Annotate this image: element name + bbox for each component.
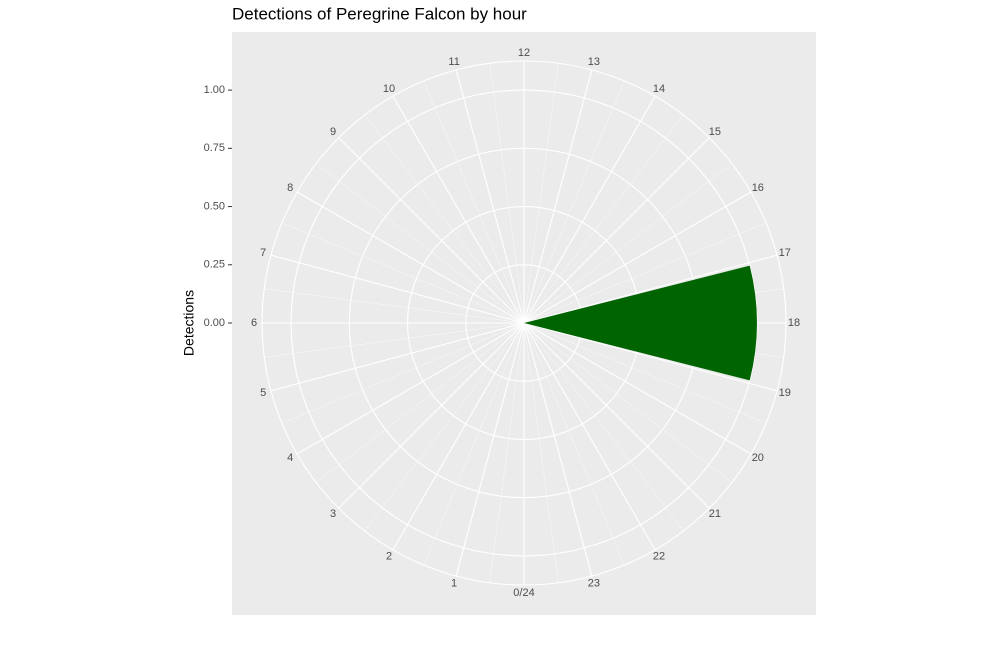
grid-spoke	[296, 191, 525, 324]
x-tick-label: 5	[260, 387, 266, 399]
minor-grid-spoke	[423, 80, 525, 324]
grid-spoke	[392, 95, 525, 324]
grid-spoke	[523, 95, 656, 324]
grid-spoke	[455, 322, 525, 577]
x-tick-label: 17	[779, 247, 791, 259]
grid-spoke	[523, 69, 593, 324]
x-tick-label: 10	[383, 83, 395, 95]
y-tick-label: 0.00	[204, 317, 225, 329]
minor-grid-spoke	[523, 322, 684, 532]
x-tick-label: 19	[779, 387, 791, 399]
minor-grid-spoke	[523, 322, 733, 483]
x-tick-label: 16	[752, 182, 764, 194]
x-tick-label: 20	[752, 452, 764, 464]
x-tick-label: 1	[451, 578, 457, 590]
minor-grid-spoke	[523, 322, 625, 566]
x-tick-label: 22	[653, 551, 665, 563]
minor-grid-spoke	[315, 163, 525, 324]
x-tick-label: 7	[260, 247, 266, 259]
minor-grid-spoke	[523, 322, 559, 583]
minor-grid-spoke	[281, 222, 525, 324]
grid-spoke	[270, 322, 525, 392]
minor-grid-spoke	[281, 322, 525, 424]
grid-spoke	[270, 254, 525, 324]
x-tick-label: 18	[788, 317, 800, 329]
y-tick-label: 0.75	[204, 142, 225, 154]
x-tick-label: 11	[448, 56, 459, 68]
x-tick-label: 6	[251, 317, 257, 329]
x-tick-label: 15	[709, 126, 721, 138]
bar	[524, 265, 757, 381]
x-tick-label: 14	[653, 83, 665, 95]
grid-spoke	[338, 137, 525, 324]
minor-grid-spoke	[364, 322, 525, 532]
grid-spoke	[523, 191, 752, 324]
minor-grid-spoke	[264, 322, 525, 358]
grid-spoke	[523, 322, 778, 392]
y-tick-label: 0.50	[204, 200, 225, 212]
x-tick-label: 21	[709, 508, 721, 520]
grid-spoke	[455, 69, 525, 324]
grid-spoke	[296, 322, 525, 455]
minor-grid-spoke	[523, 63, 559, 324]
grid-spoke	[338, 322, 525, 509]
minor-grid-spoke	[523, 114, 684, 324]
x-tick-label: 8	[287, 182, 293, 194]
grid-spoke	[523, 322, 593, 577]
grid-spoke	[392, 322, 525, 551]
grid-spoke	[523, 254, 778, 324]
grid-spoke	[523, 322, 752, 455]
minor-grid-spoke	[523, 322, 767, 424]
minor-grid-spoke	[523, 222, 767, 324]
minor-grid-spoke	[264, 288, 525, 324]
x-tick-label: 9	[330, 126, 336, 138]
y-tick-label: 1.00	[204, 84, 225, 96]
x-tick-label: 12	[518, 47, 530, 59]
x-tick-label: 2	[386, 551, 392, 563]
grid-spoke	[523, 137, 710, 324]
x-tick-label: 13	[588, 56, 600, 68]
y-axis-label: Detections	[181, 290, 197, 356]
grid-spoke	[523, 322, 656, 551]
chart-title: Detections of Peregrine Falcon by hour	[232, 4, 527, 23]
minor-grid-spoke	[364, 114, 525, 324]
minor-grid-spoke	[523, 163, 733, 324]
minor-grid-spoke	[423, 322, 525, 566]
y-tick-label: 0.25	[204, 259, 225, 271]
minor-grid-spoke	[523, 80, 625, 324]
grid-spoke	[523, 322, 710, 509]
x-tick-label: 0/24	[513, 587, 534, 599]
minor-grid-spoke	[489, 322, 525, 583]
minor-grid-spoke	[489, 63, 525, 324]
minor-grid-spoke	[315, 322, 525, 483]
x-tick-label: 3	[330, 508, 336, 520]
x-tick-label: 23	[588, 578, 600, 590]
x-tick-label: 4	[287, 452, 293, 464]
